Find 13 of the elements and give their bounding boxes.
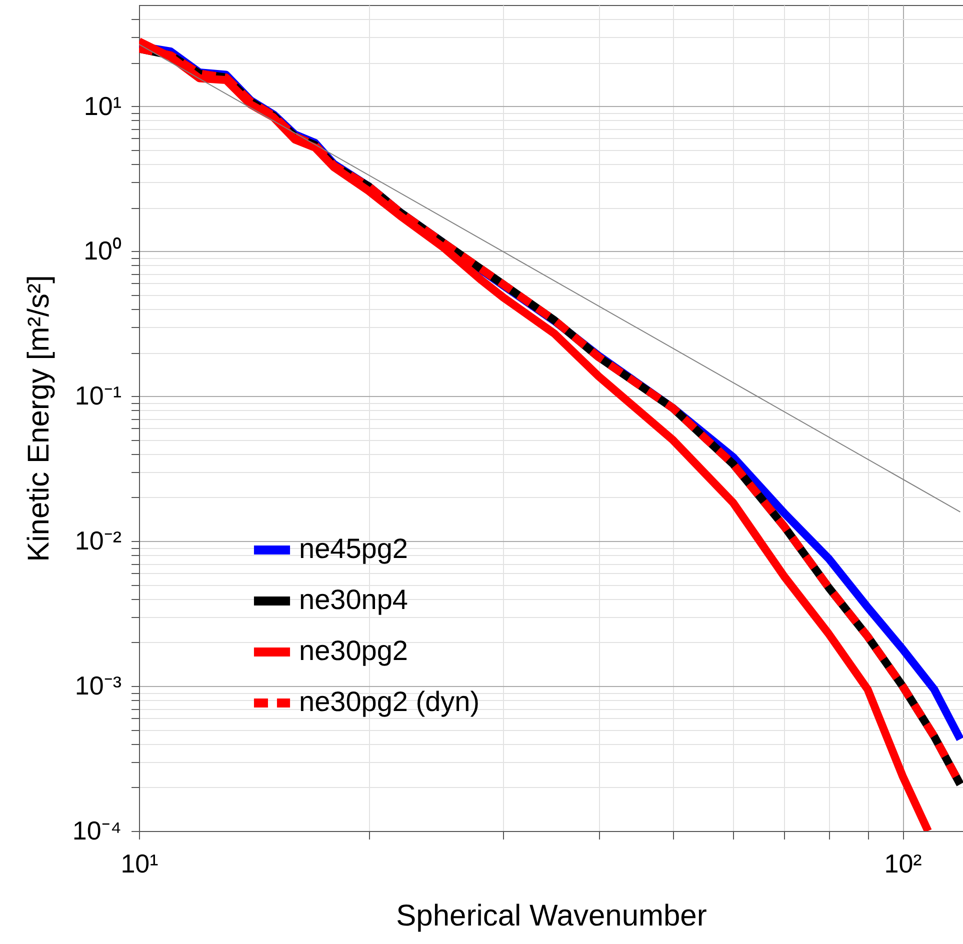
legend-label: ne45pg2 <box>299 533 408 564</box>
x-axis-title: Spherical Wavenumber <box>396 900 707 932</box>
legend-label: ne30pg2 (dyn) <box>299 686 480 717</box>
y-axis-title: Kinetic Energy [m²/s²] <box>22 275 56 562</box>
y-tick-label: 10⁻³ <box>74 670 122 701</box>
legend-label: ne30pg2 <box>299 635 408 666</box>
x-tick-label: 10² <box>884 848 922 878</box>
legend-label: ne30np4 <box>299 584 408 615</box>
y-tick-label: 10⁻¹ <box>74 380 122 411</box>
y-tick-label: 10⁻⁴ <box>72 816 122 846</box>
y-tick-label: 10⁰ <box>84 236 122 266</box>
y-tick-label: 10⁻² <box>74 526 122 556</box>
y-tick-label: 10¹ <box>84 90 122 121</box>
